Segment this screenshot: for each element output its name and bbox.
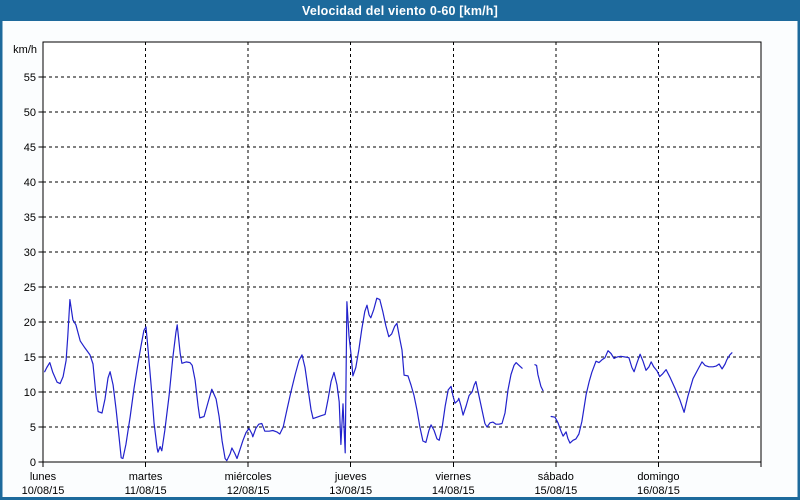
x-day-label: miércoles (225, 471, 273, 483)
y-tick-label: 35 (24, 212, 36, 224)
x-day-label: sábado (538, 471, 574, 483)
y-tick-label: 15 (24, 352, 36, 364)
x-day-label: domingo (637, 471, 679, 483)
y-tick-label: 25 (24, 282, 36, 294)
y-tick-label: 5 (30, 422, 36, 434)
y-tick-label: 0 (30, 457, 36, 469)
wind-speed-line-segment (550, 350, 733, 444)
x-date-label: 12/08/15 (227, 485, 270, 497)
x-date-label: 15/08/15 (534, 485, 577, 497)
y-tick-label: 20 (24, 317, 36, 329)
x-day-label: jueves (334, 471, 367, 483)
y-axis-unit-label: km/h (13, 44, 37, 56)
y-tick-label: 45 (24, 142, 36, 154)
chart-title: Velocidad del viento 0-60 [km/h] (301, 3, 499, 18)
y-tick-label: 30 (24, 247, 36, 259)
x-date-label: 10/08/15 (22, 485, 65, 497)
y-tick-label: 40 (24, 177, 36, 189)
wind-speed-line-segment (44, 297, 523, 462)
frame-left (0, 0, 3, 500)
x-day-label: lunes (30, 471, 57, 483)
wind-speed-line-segment (534, 364, 544, 392)
y-tick-label: 55 (24, 72, 36, 84)
y-tick-label: 10 (24, 387, 36, 399)
frame-right (797, 0, 800, 500)
frame-bottom (0, 497, 800, 500)
plot-area (42, 41, 762, 463)
x-date-label: 14/08/15 (432, 485, 475, 497)
x-date-label: 16/08/15 (637, 485, 680, 497)
x-day-label: martes (129, 471, 163, 483)
x-date-label: 13/08/15 (329, 485, 372, 497)
x-day-label: viernes (436, 471, 472, 483)
y-tick-label: 50 (24, 107, 36, 119)
title-bar: Velocidad del viento 0-60 [km/h] (0, 0, 800, 21)
x-date-label: 11/08/15 (125, 485, 167, 497)
